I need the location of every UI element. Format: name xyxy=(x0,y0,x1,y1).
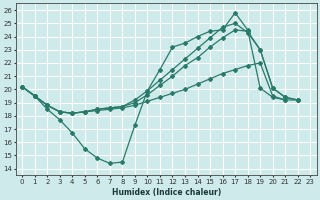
X-axis label: Humidex (Indice chaleur): Humidex (Indice chaleur) xyxy=(112,188,221,197)
